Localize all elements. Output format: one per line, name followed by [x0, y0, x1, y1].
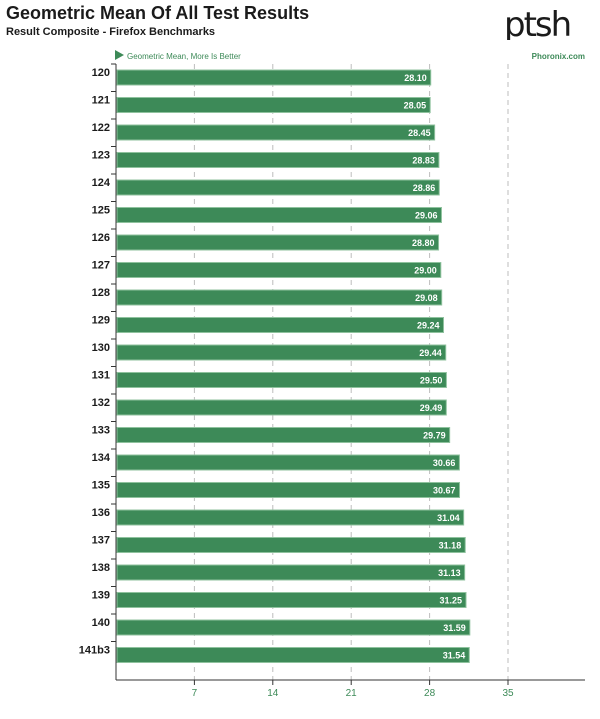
- category-label-141b3: 141b3: [79, 645, 110, 657]
- x-axis: 7 14 21 28 35 120 121 122 123 124 125 126 127 128 129 1…: [79, 63, 585, 699]
- category-label-121: 121: [92, 95, 110, 107]
- value-label-129: 29.24: [417, 321, 440, 331]
- category-label-129: 129: [92, 315, 110, 327]
- svg-text:ptsh: ptsh: [504, 6, 570, 40]
- value-label-121: 28.05: [404, 101, 427, 111]
- bar-134: [116, 454, 460, 471]
- category-label-120: 120: [92, 67, 110, 79]
- bar-120: [116, 69, 432, 86]
- category-label-138: 138: [92, 562, 110, 574]
- bar-123: [116, 152, 440, 168]
- category-label-122: 122: [92, 122, 110, 134]
- category-label-128: 128: [92, 287, 110, 299]
- value-label-128: 29.08: [415, 293, 438, 303]
- pts-logo: ptsh: [504, 6, 572, 40]
- bar-132: [116, 399, 447, 416]
- value-label-126: 28.80: [412, 238, 435, 248]
- value-label-125: 29.06: [415, 211, 438, 221]
- value-label-122: 28.45: [408, 128, 431, 138]
- value-label-141b3: 31.54: [443, 651, 466, 661]
- legend-marker: [115, 50, 124, 60]
- value-label-138: 31.13: [438, 568, 461, 578]
- value-label-135: 30.67: [433, 486, 456, 496]
- source-label: Phoronix.com: [532, 52, 585, 61]
- value-label-130: 29.44: [419, 348, 442, 358]
- chart-title: Geometric Mean Of All Test Results: [6, 3, 310, 23]
- bar-121: [116, 97, 431, 113]
- category-label-134: 134: [92, 452, 111, 464]
- value-label-133: 29.79: [423, 431, 446, 441]
- bar-124: [116, 179, 440, 196]
- category-label-135: 135: [92, 480, 110, 492]
- chart-subtitle: Result Composite - Firefox Benchmarks: [6, 26, 216, 38]
- category-label-132: 132: [92, 397, 110, 409]
- x-tick-label: 28: [424, 688, 436, 699]
- category-label-124: 124: [92, 177, 111, 189]
- value-label-137: 31.18: [439, 541, 462, 551]
- legend-label: Geometric Mean, More Is Better: [127, 52, 241, 61]
- x-tick-label: 7: [192, 688, 198, 699]
- value-label-140: 31.59: [443, 623, 466, 633]
- bar-131: [116, 372, 447, 388]
- value-label-131: 29.50: [420, 376, 443, 386]
- x-tick-label: 14: [267, 688, 279, 699]
- category-label-123: 123: [92, 150, 110, 162]
- category-label-140: 140: [92, 617, 110, 629]
- bar-128: [116, 289, 443, 306]
- bar-130: [116, 344, 447, 361]
- x-tick-label: 35: [502, 688, 514, 699]
- x-tick-label: 21: [346, 688, 358, 699]
- bar-127: [116, 262, 442, 278]
- category-label-130: 130: [92, 342, 110, 354]
- value-label-134: 30.66: [433, 458, 456, 468]
- bar-126: [116, 234, 440, 251]
- category-label-136: 136: [92, 507, 110, 519]
- category-label-133: 133: [92, 425, 110, 437]
- category-label-127: 127: [92, 260, 110, 272]
- value-label-123: 28.83: [412, 156, 435, 166]
- value-label-136: 31.04: [437, 513, 460, 523]
- bar-129: [116, 317, 444, 333]
- value-label-120: 28.10: [404, 73, 427, 83]
- bar-122: [116, 124, 436, 141]
- bar-125: [116, 207, 442, 223]
- category-label-126: 126: [92, 232, 110, 244]
- value-label-124: 28.86: [413, 183, 436, 193]
- bar-136: [116, 509, 465, 526]
- legend: Geometric Mean, More Is Better Phoronix.…: [115, 50, 585, 61]
- bar-141b3: [116, 647, 470, 663]
- category-label-125: 125: [92, 205, 110, 217]
- value-label-139: 31.25: [439, 596, 462, 606]
- bar-138: [116, 564, 466, 581]
- bar-135: [116, 482, 461, 498]
- bar-137: [116, 537, 466, 553]
- category-label-137: 137: [92, 535, 110, 547]
- value-label-132: 29.49: [420, 403, 443, 413]
- category-label-131: 131: [92, 370, 110, 382]
- bar-139: [116, 592, 467, 608]
- bar-140: [116, 619, 471, 636]
- category-label-139: 139: [92, 590, 110, 602]
- value-label-127: 29.00: [414, 266, 437, 276]
- bars: 28.10 28.05 28.45 28.83 28.86 29.06 28.80 29.00…: [116, 69, 471, 663]
- bar-133: [116, 427, 451, 443]
